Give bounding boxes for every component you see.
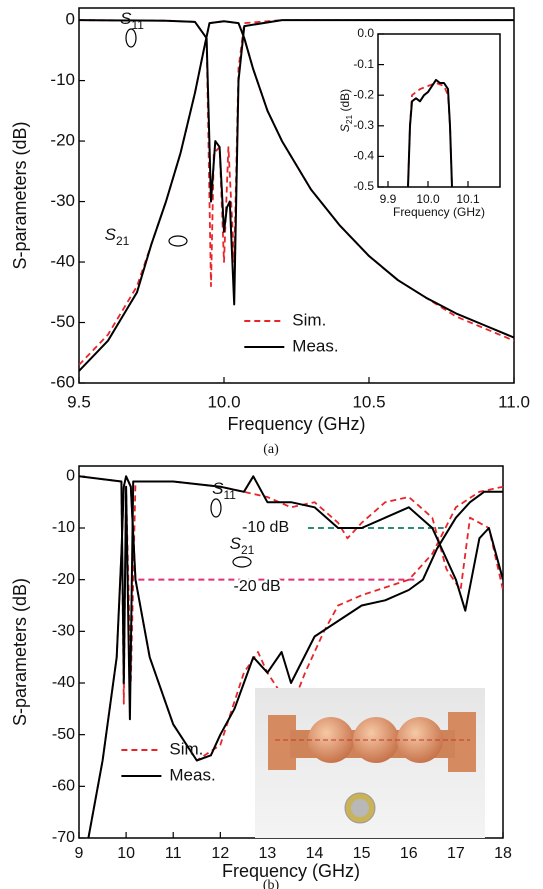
x-tick-label: 10.0 <box>416 192 440 206</box>
legend-label: Meas. <box>169 765 215 784</box>
series-line <box>407 78 453 187</box>
x-tick-label: 11.0 <box>498 392 530 411</box>
y-axis-label: S-parameters (dB) <box>10 121 30 269</box>
y-tick-label: -40 <box>52 674 75 691</box>
chart-panel: 9.9 10.0 10.1 0.0 -0.1 -0.2 -0.3 -0.4 -0.5 Freque… <box>338 26 501 219</box>
y-tick-label: -0.2 <box>353 87 374 101</box>
annotation-marker <box>232 556 252 568</box>
x-tick-label: 15 <box>353 845 371 862</box>
y-tick-label: -20 <box>52 571 75 588</box>
legend-label: Sim. <box>169 739 203 758</box>
annotation: S21 <box>105 225 130 248</box>
curves <box>79 19 514 372</box>
x-axis-label: Frequency (GHz) <box>222 861 360 881</box>
y-tick-label: 0 <box>66 10 75 29</box>
y-tick-label: -10 <box>52 519 75 536</box>
annotation: S11 <box>212 479 236 502</box>
y-tick-label: -10 <box>50 70 75 89</box>
annotation-symbol: S <box>120 9 132 28</box>
y-tick-label: -30 <box>52 623 75 640</box>
caption: (b) <box>263 878 280 889</box>
series-line <box>79 475 503 721</box>
y-label-unit: (dB) <box>338 89 352 115</box>
y-tick-label: -50 <box>50 312 75 331</box>
y-label-subscript: 21 <box>344 115 354 125</box>
y-tick-label: 0 <box>66 468 75 485</box>
y-tick-label: -50 <box>52 726 75 743</box>
annotation-marker <box>125 28 137 48</box>
x-tick-label: 10 <box>117 845 135 862</box>
annotation-symbol: S <box>212 479 224 498</box>
y-tick-label: -20 <box>50 131 75 150</box>
y-tick-label: -60 <box>50 372 75 391</box>
series-line <box>79 20 514 372</box>
x-tick-label: 18 <box>494 845 512 862</box>
curves <box>79 475 503 838</box>
y-tick-label: -60 <box>52 778 75 795</box>
x-tick-label: 17 <box>447 845 465 862</box>
x-tick-label: 9 <box>75 845 84 862</box>
x-tick-label: 10.0 <box>207 392 240 411</box>
series-line <box>87 475 503 838</box>
y-tick-label: -40 <box>50 252 75 271</box>
x-tick-label: 11 <box>165 845 182 862</box>
device-photo <box>255 688 485 838</box>
y-tick-label: -70 <box>52 829 75 846</box>
y-tick-label: -0.5 <box>353 179 374 193</box>
x-tick-label: 13 <box>259 845 277 862</box>
x-tick-label: 14 <box>306 845 324 862</box>
annotation-subscript: 11 <box>223 488 236 502</box>
x-tick-label: 9.9 <box>380 192 397 206</box>
plot-area <box>377 33 501 188</box>
reference-label: -20 dB <box>234 578 281 595</box>
series-line <box>79 19 514 306</box>
y-tick-label: -0.3 <box>353 118 374 132</box>
x-tick-label: 16 <box>400 845 418 862</box>
y-tick-label: -30 <box>50 191 75 210</box>
reference-label: -10 dB <box>242 519 289 536</box>
annotation-subscript: 11 <box>131 18 144 32</box>
x-axis-label: Frequency (GHz) <box>227 414 365 434</box>
y-tick-label: 0.0 <box>357 26 374 40</box>
caption: (a) <box>263 442 279 457</box>
legend-label: Meas. <box>292 336 338 355</box>
annotation: S11 <box>120 9 144 32</box>
annotation-symbol: S <box>105 225 117 244</box>
x-axis-label: Frequency (GHz) <box>393 205 485 219</box>
annotation-subscript: 21 <box>241 543 255 557</box>
curves <box>407 78 453 187</box>
y-label-symbol: S <box>338 124 352 132</box>
y-axis-label: S-parameters (dB) <box>10 578 30 726</box>
x-tick-label: 10.5 <box>352 392 385 411</box>
annotation-subscript: 21 <box>116 234 130 248</box>
x-tick-label: 9.5 <box>67 392 91 411</box>
x-tick-label: 10.1 <box>456 192 480 206</box>
annotation-symbol: S <box>230 534 242 553</box>
legend-label: Sim. <box>292 310 326 329</box>
y-tick-label: -0.4 <box>353 149 374 163</box>
y-axis-label: S21 (dB) <box>338 89 354 132</box>
annotation-marker <box>168 235 188 247</box>
annotation: S21 <box>230 534 255 557</box>
x-tick-label: 12 <box>211 845 229 862</box>
annotation-marker <box>210 498 222 518</box>
y-tick-label: -0.1 <box>353 57 374 71</box>
